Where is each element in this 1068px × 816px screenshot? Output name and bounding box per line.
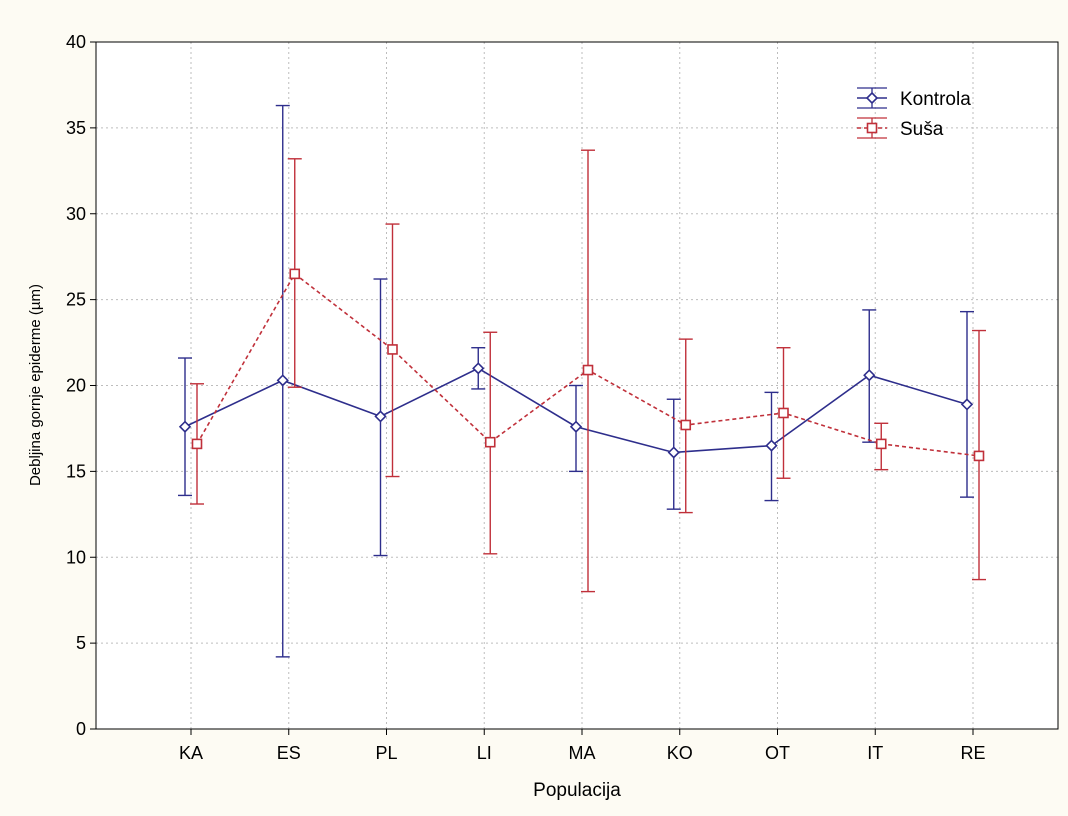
legend-label: Kontrola (900, 89, 971, 110)
x-tick-label: RE (960, 743, 985, 763)
y-tick-label: 10 (66, 547, 86, 567)
data-point (680, 419, 692, 431)
x-axis-label: Populacija (533, 780, 621, 801)
data-point (960, 398, 974, 411)
series-layer (178, 104, 986, 658)
legend-marker (865, 91, 879, 105)
data-point (374, 410, 387, 423)
y-tick-label: 20 (66, 376, 86, 396)
y-tick-label: 25 (66, 290, 86, 310)
data-point (276, 374, 289, 387)
data-point (191, 438, 203, 450)
legend-marker (866, 122, 878, 134)
y-tick-label: 30 (66, 204, 86, 224)
data-point (863, 369, 876, 382)
series-kontrola (178, 104, 974, 658)
data-point (178, 420, 192, 433)
x-tick-label: OT (765, 743, 790, 763)
axes: 0 5 10 15 20 25 30 35 40 KA ES PL LI MA KO OT IT RE (66, 32, 986, 763)
data-point (778, 407, 789, 419)
legend-label: Suša (900, 119, 944, 140)
x-tick-label: MA (569, 743, 596, 763)
data-point (484, 436, 496, 448)
y-tick-label: 35 (66, 118, 86, 138)
data-point (973, 450, 985, 462)
series-su-a (190, 149, 986, 593)
y-axis-label: Debljina gornje epiderme (µm) (27, 284, 44, 486)
data-point (289, 268, 301, 280)
data-point (387, 344, 398, 355)
x-tick-label: IT (867, 743, 883, 763)
y-tick-label: 5 (76, 633, 86, 653)
y-tick-label: 0 (76, 719, 86, 739)
legend-item: Kontrola (857, 87, 971, 110)
x-tick-label: ES (277, 743, 301, 763)
data-point (667, 446, 680, 459)
data-point (582, 364, 594, 376)
data-point (765, 439, 778, 452)
y-tick-label: 40 (66, 32, 86, 52)
legend: Kontrola Suša (857, 87, 971, 140)
data-point (875, 438, 887, 450)
x-tick-label: KA (179, 743, 203, 763)
x-tick-label: LI (477, 743, 492, 763)
x-tick-label: KO (667, 743, 693, 763)
x-tick-label: PL (375, 743, 397, 763)
data-point (569, 420, 583, 433)
data-point (472, 362, 485, 375)
legend-item: Suša (857, 117, 944, 140)
y-tick-label: 15 (66, 461, 86, 481)
